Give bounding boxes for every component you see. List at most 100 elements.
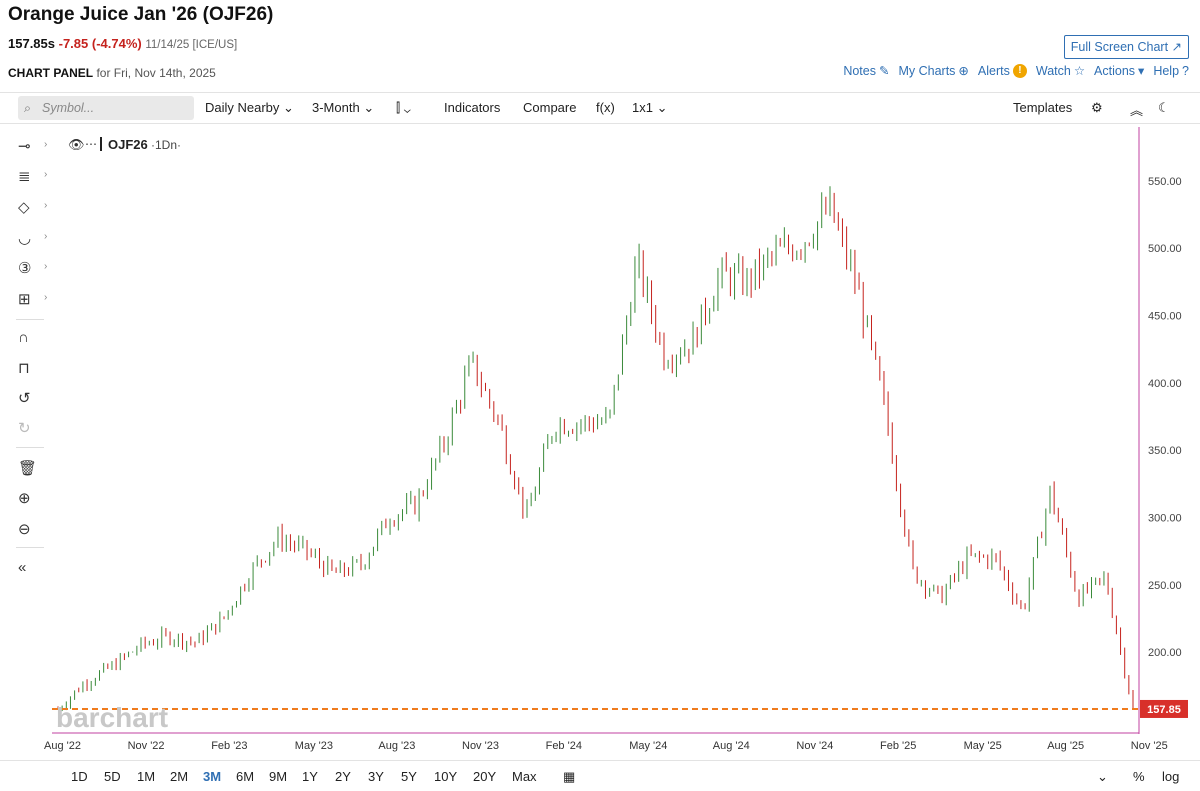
undo-icon[interactable]: ↺ <box>18 390 31 407</box>
chevron-down-icon: ⌄ <box>283 100 294 115</box>
redo-icon[interactable]: ↻ <box>18 420 31 437</box>
alerts-label: Alerts <box>977 63 1010 78</box>
chevron-down-icon: ⌄ <box>363 100 375 115</box>
price-chart[interactable]: 550.00 500.00 450.00 400.00 350.00 300.00 250.… <box>52 127 1200 734</box>
panel-label-bold: CHART PANEL <box>8 66 94 80</box>
y-tick-label: 350.00 <box>1148 445 1182 457</box>
symbol-search-input[interactable]: ⌕ Symbol... <box>18 96 194 120</box>
interval-dropdown[interactable]: Daily Nearby ⌄ <box>205 100 294 116</box>
chart-toolbar: ⌕ Symbol... Daily Nearby ⌄ 3-Month ⌄ ⫿ ⌄… <box>0 92 1200 124</box>
help-link[interactable]: Help ? <box>1153 64 1189 78</box>
actions-link[interactable]: Actions ▾ <box>1094 63 1144 79</box>
settings-gear-icon[interactable]: ⚙ <box>1091 100 1103 115</box>
chevron-down-icon: ⌄ <box>656 100 668 115</box>
actions-label: Actions <box>1094 63 1136 78</box>
zoom-out-icon[interactable]: ⊖ <box>18 521 31 538</box>
dark-mode-moon-icon[interactable]: ☾ <box>1158 100 1170 115</box>
unlock-icon[interactable]: ⊓ <box>18 360 30 377</box>
quote-meta: 11/14/25 [ICE/US] <box>145 39 238 51</box>
x-tick-label: May '23 <box>294 740 333 752</box>
last-price-tag: 157.85 <box>1140 699 1188 718</box>
fib-tool-icon[interactable]: ≣ › <box>18 168 48 185</box>
notes-link[interactable]: Notes ✎ <box>843 63 890 79</box>
period-button-3y[interactable]: 3Y <box>368 769 384 784</box>
plus-circle-icon: ⊕ <box>958 64 969 78</box>
candlestick-icon: ⫿ <box>396 100 401 115</box>
search-icon: ⌕ <box>24 101 32 115</box>
period-button-5y[interactable]: 5Y <box>401 769 417 784</box>
trash-icon[interactable]: 🗑 <box>18 460 38 477</box>
chevron-down-icon: ⌄ <box>403 100 411 115</box>
fx-button[interactable]: f(x) <box>596 100 615 115</box>
period-button-2m[interactable]: 2M <box>170 769 189 784</box>
templates-button[interactable]: Templates <box>1013 100 1073 115</box>
period-button-9m[interactable]: 9M <box>269 769 288 784</box>
x-tick-label: Nov '24 <box>796 740 834 752</box>
edit-icon: ✎ <box>878 64 890 78</box>
period-bar: 1D 5D 1M 2M 3M 6M 9M 1Y 2Y 3Y 5Y 10Y 20Y Max ▦ ⌄ % lo… <box>0 760 1200 791</box>
x-tick-label: Nov '22 <box>127 740 165 752</box>
x-tick-label: May '25 <box>963 740 1002 752</box>
search-placeholder: Symbol... <box>42 101 95 115</box>
x-tick-label: Feb '24 <box>545 740 582 752</box>
magnet-icon[interactable]: ∩ <box>18 329 29 346</box>
period-button-1d[interactable]: 1D <box>71 769 88 784</box>
chart-type-dropdown[interactable]: ⫿ ⌄ <box>396 100 411 116</box>
y-tick-label: 300.00 <box>1148 513 1182 525</box>
period-button-6m[interactable]: 6M <box>236 769 255 784</box>
curve-tool-icon[interactable]: ◡ › <box>18 230 48 247</box>
y-axis: 550.00 500.00 450.00 400.00 350.00 300.00 250.… <box>1148 176 1182 659</box>
compare-button[interactable]: Compare <box>523 100 577 115</box>
my-charts-link[interactable]: My Charts ⊕ <box>898 63 969 79</box>
alerts-link[interactable]: Alerts ! <box>977 63 1027 78</box>
star-icon: ☆ <box>1073 64 1086 78</box>
period-button-1y[interactable]: 1Y <box>302 769 318 784</box>
period-button-3m[interactable]: 3M <box>203 769 222 784</box>
collapse-icon[interactable]: ︽ <box>1130 103 1144 118</box>
period-button-20y[interactable]: 20Y <box>473 769 497 784</box>
chart-panel-label: CHART PANEL for Fri, Nov 14th, 2025 <box>8 66 216 80</box>
counter-tool-icon[interactable]: ③ › <box>18 260 48 277</box>
shape-tool-icon[interactable]: ◇ › <box>18 199 48 216</box>
question-circle-icon: ? <box>1182 63 1189 78</box>
period-button-max[interactable]: Max <box>512 769 537 784</box>
period-button-2y[interactable]: 2Y <box>335 769 351 784</box>
watch-link[interactable]: Watch ☆ <box>1035 63 1086 79</box>
tool-divider <box>16 319 44 320</box>
chart-area[interactable]: 550.00 500.00 450.00 400.00 350.00 300.00 250.… <box>52 127 1200 734</box>
calendar-icon[interactable]: ▦ <box>563 769 576 784</box>
log-toggle[interactable]: log <box>1162 769 1180 784</box>
x-tick-label: Aug '23 <box>378 740 416 752</box>
layout-dropdown[interactable]: 1x1 ⌄ <box>632 100 668 116</box>
alert-icon: ! <box>1012 63 1027 78</box>
y-tick-label: 500.00 <box>1148 243 1182 255</box>
x-tick-label: Aug '24 <box>712 740 750 752</box>
collapse-left-icon[interactable]: « <box>18 559 27 576</box>
panel-date: for Fri, Nov 14th, 2025 <box>96 66 216 80</box>
range-dropdown[interactable]: 3-Month ⌄ <box>312 100 374 116</box>
y-tick-label: 400.00 <box>1148 378 1182 390</box>
x-tick-label: Nov '23 <box>462 740 499 752</box>
x-tick-label: Feb '25 <box>880 740 917 752</box>
period-button-1m[interactable]: 1M <box>137 769 156 784</box>
watch-label: Watch <box>1035 63 1071 78</box>
page-title: Orange Juice Jan '26 (OJF26) <box>8 4 274 25</box>
indicators-button[interactable]: Indicators <box>444 100 501 115</box>
eye-icon[interactable]: 👁 <box>68 137 85 152</box>
period-button-5d[interactable]: 5D <box>104 769 121 784</box>
chart-legend: 👁 ⋯ OJF26 ·1Dn· <box>68 137 181 152</box>
percent-toggle[interactable]: % <box>1133 769 1145 784</box>
line-tool-icon[interactable]: ⊸ › <box>18 138 48 155</box>
last-price: 157.85s <box>8 36 55 51</box>
period-button-10y[interactable]: 10Y <box>434 769 458 784</box>
header: Orange Juice Jan '26 (OJF26) 157.85s -7.… <box>0 0 1200 88</box>
zoom-in-icon[interactable]: ⊕ <box>18 490 31 507</box>
y-tick-label: 200.00 <box>1148 647 1182 659</box>
chevron-down-icon[interactable]: ⌄ <box>1097 769 1108 784</box>
more-icon[interactable]: ⋯ <box>85 137 97 151</box>
range-label: 3-Month <box>312 100 360 115</box>
x-tick-label: May '24 <box>629 740 668 752</box>
measure-tool-icon[interactable]: ⊞ › <box>18 291 48 308</box>
full-screen-chart-button[interactable]: Full Screen Chart ↗ <box>1063 35 1189 59</box>
layout-label: 1x1 <box>632 100 653 115</box>
